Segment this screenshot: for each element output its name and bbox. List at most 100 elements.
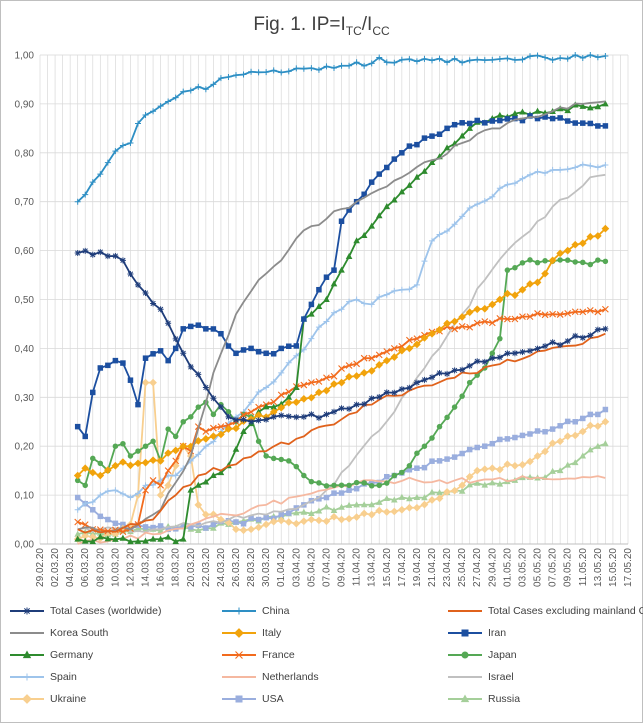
data-point (293, 509, 300, 516)
data-point (542, 114, 548, 120)
data-point (323, 494, 330, 501)
data-point (352, 513, 361, 521)
data-point (391, 287, 398, 294)
data-point (563, 246, 572, 255)
data-point (466, 481, 473, 488)
data-point (542, 54, 549, 61)
data-point (541, 447, 549, 456)
data-point (534, 115, 541, 122)
data-point (240, 411, 247, 419)
data-point (316, 496, 322, 502)
data-point (397, 505, 406, 514)
data-point (270, 455, 277, 462)
data-point (406, 181, 413, 188)
data-point (293, 414, 300, 421)
data-point (210, 395, 217, 402)
data-point (315, 414, 322, 421)
data-point (421, 443, 428, 449)
data-point (180, 419, 186, 425)
data-point (368, 483, 375, 489)
data-point (73, 471, 82, 480)
data-point (511, 350, 518, 357)
data-point (172, 345, 179, 352)
data-point (481, 358, 488, 365)
data-point (541, 311, 549, 319)
series-israel (77, 173, 606, 533)
data-point (74, 535, 81, 542)
data-point (248, 68, 255, 75)
data-point (375, 351, 383, 359)
data-point (330, 380, 338, 388)
data-point (353, 485, 360, 492)
data-point (428, 329, 436, 338)
data-point (368, 222, 375, 229)
data-point (247, 408, 255, 416)
data-point (255, 516, 262, 523)
data-point (602, 325, 609, 332)
data-point (421, 376, 428, 383)
data-point (234, 628, 244, 638)
series-korea-south (77, 100, 606, 534)
data-point (557, 55, 564, 62)
data-point (233, 519, 239, 525)
data-point (360, 509, 369, 518)
data-point (587, 446, 594, 453)
data-point (345, 362, 353, 369)
data-point (74, 423, 81, 430)
data-point (150, 481, 157, 488)
data-point (346, 207, 352, 213)
data-point (248, 418, 255, 425)
data-point (587, 120, 594, 127)
data-point (428, 496, 436, 504)
data-point (248, 399, 255, 406)
data-point (398, 56, 405, 63)
data-point (97, 365, 104, 371)
data-point (300, 346, 307, 353)
data-point (308, 411, 315, 418)
data-point (564, 257, 571, 263)
data-point (142, 443, 149, 449)
x-tick-label: 28.03.20 (246, 548, 257, 587)
data-point (579, 308, 587, 316)
data-point (97, 513, 104, 520)
data-point (210, 81, 217, 88)
data-point (368, 301, 375, 308)
data-point (345, 372, 353, 381)
data-point (263, 350, 269, 357)
y-tick-label: 0,30 (15, 393, 35, 404)
data-point (141, 458, 150, 467)
data-point (444, 370, 451, 377)
legend-label: France (262, 649, 295, 661)
data-point (270, 398, 278, 406)
data-point (263, 453, 269, 459)
data-point (383, 291, 390, 298)
data-point (496, 354, 503, 361)
data-point (390, 353, 399, 362)
data-point (414, 450, 420, 456)
data-point (496, 315, 504, 322)
data-point (564, 310, 572, 317)
data-point (202, 478, 210, 485)
data-point (142, 524, 149, 530)
data-point (142, 486, 149, 494)
data-point (503, 460, 512, 469)
data-point (202, 443, 209, 450)
data-point (23, 607, 31, 615)
data-point (74, 506, 81, 513)
data-point (262, 520, 271, 529)
data-point (511, 291, 519, 300)
data-point (74, 494, 81, 501)
data-point (346, 405, 353, 412)
data-point (391, 496, 398, 503)
data-point (391, 389, 398, 396)
data-point (105, 516, 111, 523)
data-point (473, 305, 482, 314)
data-point (300, 413, 307, 420)
data-point (353, 360, 361, 368)
data-point (406, 495, 413, 502)
data-point (240, 427, 247, 435)
data-point (22, 650, 32, 659)
data-point (90, 455, 96, 462)
data-point (361, 62, 368, 69)
data-point (458, 481, 467, 490)
